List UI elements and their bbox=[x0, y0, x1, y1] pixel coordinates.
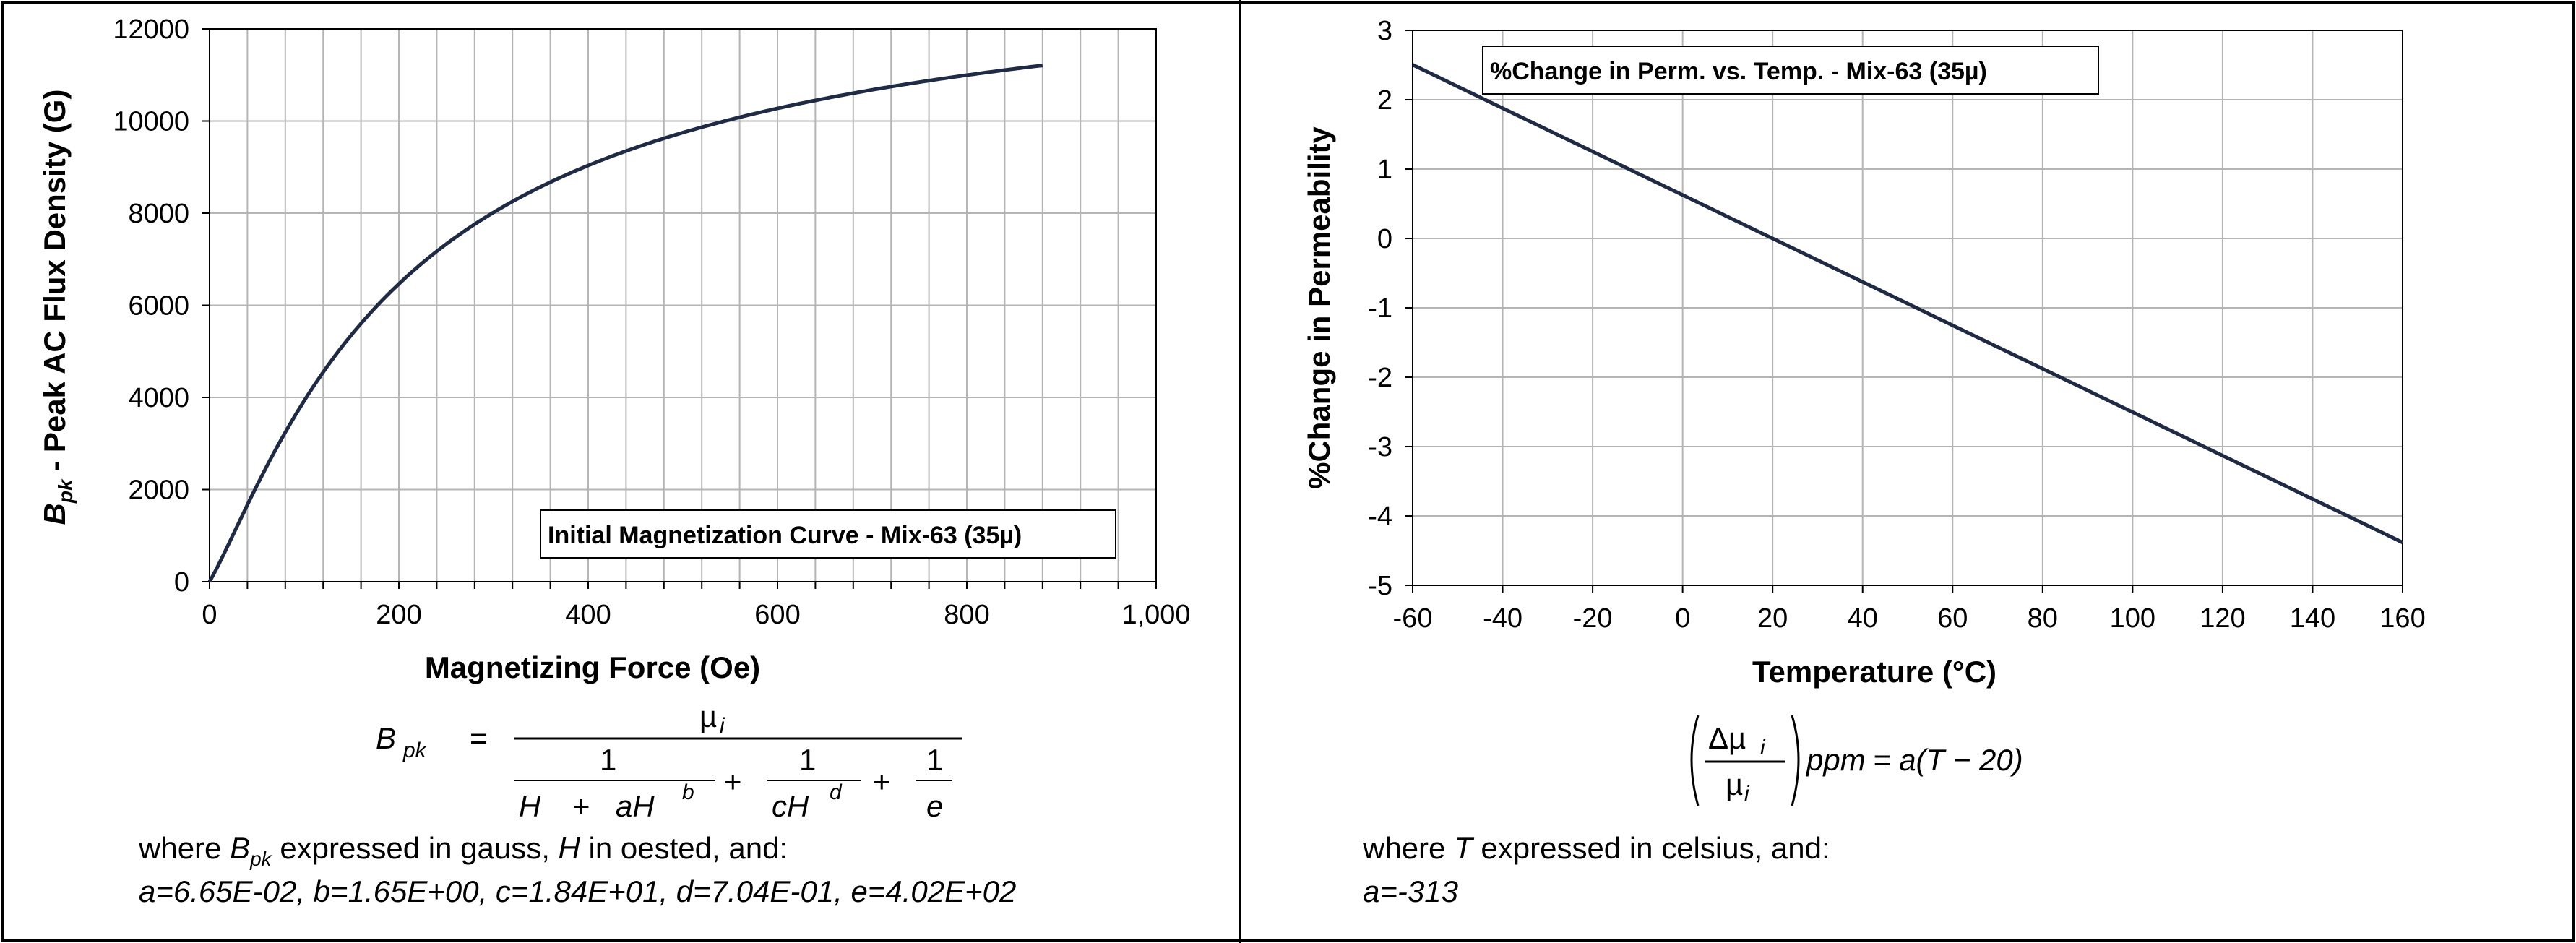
c2-y-tick-label: -4 bbox=[1368, 501, 1392, 532]
c1-y-tick-label: 0 bbox=[174, 567, 189, 598]
c1-note-mid: expressed in gauss, bbox=[272, 831, 559, 865]
c1-ylabel-rest: - Peak AC Flux Density (G) bbox=[38, 90, 72, 480]
c1-x-tick-labels: 0 200 400 600 800 1,000 bbox=[202, 600, 1190, 630]
c1-formula-numerator: µ bbox=[699, 699, 717, 733]
c2-x-tick-label: 0 bbox=[1675, 603, 1690, 634]
c1-formula-one-b: 1 bbox=[799, 743, 816, 777]
c2-formula-delta: Δµ bbox=[1708, 721, 1746, 755]
c1-formula-term3: e bbox=[926, 789, 943, 823]
c2-formula-ppm: ppm bbox=[1805, 743, 1866, 777]
c1-note-prefix: where bbox=[138, 831, 230, 865]
c2-x-tick-labels: -60 -40 -20 0 20 40 60 80 100 120 140 160 bbox=[1393, 603, 2426, 634]
c2-x-tick-label: 80 bbox=[2028, 603, 2058, 634]
c2-y-tick-label: 0 bbox=[1377, 224, 1392, 254]
c1-formula-equals: = bbox=[470, 721, 488, 755]
c1-y-tick-label: 10000 bbox=[113, 107, 189, 137]
c1-formula-term1-ah: aH bbox=[616, 789, 655, 823]
c1-formula-one-a: 1 bbox=[600, 743, 616, 777]
c2-y-tick-label: -3 bbox=[1368, 432, 1392, 462]
c1-note-b: B bbox=[230, 831, 250, 865]
c2-x-tick-label: 140 bbox=[2290, 603, 2335, 634]
c1-y-tick-labels: 0 2000 4000 6000 8000 10000 12000 bbox=[113, 14, 189, 598]
c1-formula-term2: cH bbox=[772, 789, 809, 823]
c1-x-tick-label: 400 bbox=[565, 600, 611, 630]
c2-y-tick-label: -5 bbox=[1368, 571, 1392, 601]
c1-note-b-sub: pk bbox=[249, 848, 273, 870]
c2-x-tick-label: -40 bbox=[1483, 603, 1522, 634]
c1-params: a=6.65E-02, b=1.65E+00, c=1.84E+01, d=7.… bbox=[139, 874, 1016, 908]
c2-formula-rhs: = a(T − 20) bbox=[1873, 743, 2023, 777]
c1-x-axis-title: Magnetizing Force (Oe) bbox=[425, 650, 760, 684]
c2-y-tick-label: 1 bbox=[1377, 155, 1392, 185]
c2-x-tick-label: 20 bbox=[1757, 603, 1788, 634]
c2-params: a=-313 bbox=[1363, 874, 1458, 908]
c1-note-rest: in oested, and: bbox=[580, 831, 788, 865]
c2-formula: Δµ i µ i ppm = a(T − 20) bbox=[1690, 715, 2023, 806]
c1-x-tick-label: 1,000 bbox=[1121, 600, 1190, 630]
c2-legend-box bbox=[1482, 46, 2099, 95]
c1-formula-plus-2: + bbox=[873, 765, 891, 798]
c2-gridlines bbox=[1405, 30, 2403, 593]
c2-formula-delta-sub: i bbox=[1760, 736, 1766, 759]
c2-y-tick-label: 3 bbox=[1377, 16, 1392, 46]
c2-x-axis-title: Temperature (°C) bbox=[1752, 655, 1996, 689]
c2-note: where T expressed in celsius, and: bbox=[1362, 831, 1830, 865]
c1-formula-lhs-sub: pk bbox=[402, 739, 428, 762]
c1-series-line bbox=[207, 64, 1043, 583]
c1-y-tick-label: 2000 bbox=[128, 475, 189, 506]
c2-legend-text: %Change in Perm. vs. Temp. - Mix-63 (35µ… bbox=[1490, 58, 1987, 85]
permeability-temperature-chart: -60 -40 -20 0 20 40 60 80 100 120 140 160 -5-4-3-2-… bbox=[1302, 16, 2426, 908]
c1-x-tick-label: 800 bbox=[944, 600, 989, 630]
c2-y-tick-label: 2 bbox=[1377, 85, 1392, 116]
c1-legend-text: Initial Magnetization Curve - Mix-63 (35… bbox=[548, 522, 1022, 549]
c1-formula-term1-exp: b bbox=[682, 780, 694, 804]
c2-series-line bbox=[1411, 63, 2404, 544]
c1-formula-term1-h: H bbox=[519, 789, 541, 823]
c2-note-t: T bbox=[1454, 831, 1475, 865]
c2-y-tick-labels: -5 -4 -3 -2 -1 0 1 2 3 bbox=[1368, 16, 1392, 601]
c1-formula-numerator-sub: i bbox=[720, 714, 725, 738]
magnetization-chart: 0 200 400 600 800 1,000 0 2000 4000 6000 8000 1000… bbox=[38, 14, 1191, 908]
c2-y-tick-label: -2 bbox=[1368, 363, 1392, 393]
c2-plot-area bbox=[1412, 30, 2403, 586]
c1-y-tick-label: 4000 bbox=[128, 383, 189, 413]
c2-x-tick-label: 160 bbox=[2379, 603, 2425, 634]
c2-y-tick-label: -1 bbox=[1368, 293, 1392, 324]
c2-note-prefix: where bbox=[1362, 831, 1454, 865]
c2-formula-lparen bbox=[1690, 715, 1700, 806]
c1-formula-term2-exp: d bbox=[830, 780, 843, 804]
c2-x-tick-label: 120 bbox=[2200, 603, 2245, 634]
c1-ylabel-main: B bbox=[38, 503, 72, 525]
c2-formula-rparen bbox=[1791, 715, 1800, 806]
c2-formula-mu-sub: i bbox=[1744, 782, 1750, 806]
c1-y-axis-title: Bpk - Peak AC Flux Density (G) bbox=[38, 90, 77, 525]
c1-y-tick-label: 6000 bbox=[128, 291, 189, 322]
c1-note: where Bpk expressed in gauss, H in oeste… bbox=[138, 831, 788, 870]
c2-x-tick-label: -20 bbox=[1573, 603, 1613, 634]
c1-gridlines bbox=[202, 28, 1157, 589]
c1-formula-term1-plus: + bbox=[572, 789, 590, 823]
c1-legend-box bbox=[540, 509, 1116, 559]
c2-formula-mu: µ bbox=[1726, 767, 1743, 801]
c1-note-h: H bbox=[559, 831, 581, 865]
c2-x-tick-label: 60 bbox=[1937, 603, 1968, 634]
c1-y-tick-label: 12000 bbox=[113, 14, 189, 45]
c2-note-rest: expressed in celsius, and: bbox=[1473, 831, 1830, 865]
c2-y-axis-title: %Change in Permeability bbox=[1302, 126, 1336, 488]
c1-plot-area bbox=[209, 28, 1157, 582]
c1-x-tick-label: 200 bbox=[376, 600, 421, 630]
c1-formula: B pk = µ i 1 H + aH b + 1 cH d + 1 e bbox=[376, 699, 962, 823]
c1-x-tick-label: 600 bbox=[754, 600, 800, 630]
c2-x-tick-label: 40 bbox=[1848, 603, 1878, 634]
c2-x-tick-label: 100 bbox=[2110, 603, 2155, 634]
c1-x-tick-label: 0 bbox=[202, 600, 217, 630]
c1-formula-one-c: 1 bbox=[926, 743, 943, 777]
c1-y-tick-label: 8000 bbox=[128, 199, 189, 229]
c2-x-tick-label: -60 bbox=[1393, 603, 1433, 634]
c1-formula-plus-1: + bbox=[724, 765, 742, 798]
c1-ylabel-sub: pk bbox=[54, 478, 77, 504]
c1-formula-lhs: B bbox=[376, 721, 396, 755]
